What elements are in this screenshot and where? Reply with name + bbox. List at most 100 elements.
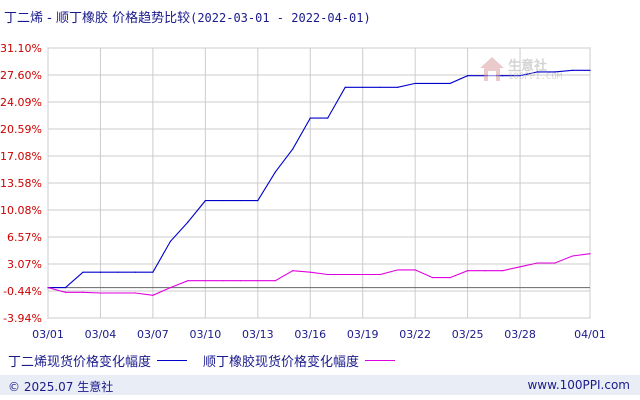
data-point [204, 280, 206, 282]
x-tick-label: 03/07 [137, 328, 169, 341]
y-tick-label: -3.94% [3, 312, 42, 325]
data-point [414, 269, 416, 271]
data-point [239, 280, 241, 282]
data-point [467, 270, 469, 272]
data-point [99, 292, 102, 294]
data-point [82, 291, 84, 293]
x-tick-label: 04/01 [574, 328, 606, 341]
watermark-name: 生意社 [508, 59, 548, 74]
legend-label-br: 顺丁橡胶现货价格变化幅度 [203, 355, 360, 370]
x-tick-label: 03/01 [32, 328, 64, 341]
y-tick-label: 27.60% [0, 69, 42, 82]
data-point [117, 271, 119, 273]
x-tick-label: 03/25 [452, 328, 484, 341]
y-tick-label: 24.09% [0, 96, 42, 109]
legend-swatch-butadiene [157, 360, 188, 361]
x-tick-label: 03/16 [294, 328, 326, 341]
data-point [554, 71, 556, 73]
data-point [571, 69, 574, 71]
y-tick-label: 17.08% [0, 150, 42, 163]
data-point [432, 82, 434, 85]
data-point [274, 280, 276, 282]
chart-title-main: 丁二烯 - 顺丁橡胶 价格趋势比较 [4, 11, 191, 26]
legend-swatch-br [365, 360, 396, 361]
data-point [344, 273, 346, 276]
x-tick-label: 03/04 [85, 328, 117, 341]
data-point [362, 273, 364, 276]
data-point [397, 269, 399, 271]
data-point [222, 199, 224, 202]
data-point [414, 82, 416, 85]
data-point [397, 86, 399, 88]
data-point [501, 270, 504, 272]
data-point [187, 280, 189, 282]
chart-title: 丁二烯 - 顺丁橡胶 价格趋势比较(2022-03-01 - 2022-04-0… [4, 7, 371, 26]
data-point [536, 262, 539, 264]
data-point [571, 255, 574, 257]
data-point [169, 240, 171, 243]
data-point [309, 117, 311, 119]
data-point [379, 273, 381, 276]
data-point [47, 287, 49, 289]
data-point [64, 287, 67, 289]
data-point [554, 262, 556, 264]
data-point [204, 199, 206, 202]
data-point [519, 266, 521, 268]
series-line-1 [47, 253, 591, 296]
chart-title-range: (2022-03-01 - 2022-04-01) [190, 11, 371, 25]
data-point [257, 199, 259, 202]
data-point [99, 271, 102, 273]
y-tick-label: -0.44% [3, 285, 42, 298]
data-point [134, 292, 137, 294]
data-point [117, 292, 119, 294]
watermark-url: 100PPI.COM [508, 72, 563, 82]
footer-site-link[interactable]: www.100PPI.com [527, 378, 630, 392]
y-tick-label: 20.59% [0, 123, 42, 136]
data-point [152, 271, 154, 273]
data-point [379, 86, 381, 88]
x-tick-label: 03/28 [504, 328, 536, 341]
data-point [187, 221, 189, 223]
y-tick-label: 10.08% [0, 204, 42, 217]
data-point [344, 86, 346, 88]
x-tick-label: 03/13 [242, 328, 274, 341]
data-point [484, 270, 486, 272]
data-point [309, 271, 311, 273]
footer-copyright: © 2025.07 生意社 [8, 380, 114, 394]
data-point [449, 277, 451, 279]
data-point [64, 291, 67, 293]
data-point [536, 71, 539, 73]
data-point [519, 75, 521, 77]
watermark-logo: 生意社 100PPI.COM [478, 55, 568, 87]
data-point [327, 273, 329, 276]
chart-legend: 丁二烯现货价格变化幅度 顺丁橡胶现货价格变化幅度 [8, 351, 401, 370]
y-tick-label: 13.58% [0, 177, 42, 190]
house-icon [480, 57, 504, 81]
data-point [292, 270, 294, 272]
data-point [327, 117, 329, 119]
data-point [257, 280, 259, 282]
data-point [169, 287, 171, 289]
data-point [152, 294, 154, 296]
data-point [362, 86, 364, 88]
footer-bar: © 2025.07 生意社 www.100PPI.com [0, 375, 640, 395]
data-point [449, 82, 451, 85]
data-point [239, 199, 241, 202]
x-tick-label: 03/10 [190, 328, 222, 341]
x-tick-label: 03/22 [399, 328, 431, 341]
x-tick-label: 03/19 [347, 328, 379, 341]
data-point [274, 171, 276, 173]
data-point [501, 75, 504, 77]
data-point [589, 253, 591, 255]
data-point [467, 75, 469, 77]
legend-label-butadiene: 丁二烯现货价格变化幅度 [8, 355, 152, 370]
y-tick-label: 31.10% [0, 42, 42, 55]
y-tick-label: 6.57% [7, 231, 42, 244]
data-point [134, 271, 137, 273]
data-point [222, 280, 224, 282]
data-point [82, 271, 84, 273]
data-point [589, 69, 591, 71]
y-tick-label: 3.07% [7, 258, 42, 271]
